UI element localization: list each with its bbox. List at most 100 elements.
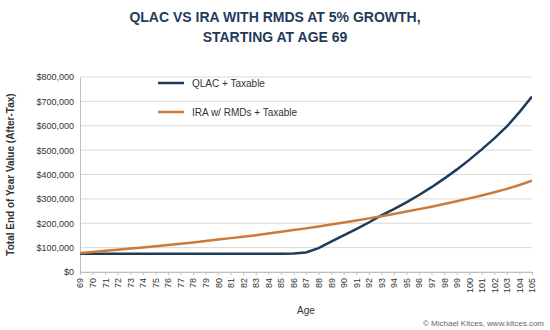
x-tick-mark <box>444 272 445 275</box>
y-tick: $700,000 <box>36 97 80 107</box>
x-tick-label: 74 <box>138 278 148 288</box>
annotation: © Michael Kitces, www.kitces.com <box>423 319 544 328</box>
grid-line <box>80 101 532 102</box>
x-tick-mark <box>331 272 332 275</box>
x-tick: 80 <box>213 272 223 288</box>
x-tick-mark <box>293 272 294 275</box>
series-line <box>80 181 532 253</box>
x-tick: 95 <box>402 272 412 288</box>
x-tick: 100 <box>465 272 475 293</box>
grid-line <box>80 223 532 224</box>
x-tick-label: 81 <box>226 278 236 288</box>
title: QLAC VS IRA WITH RMDS AT 5% GROWTH, <box>129 9 420 25</box>
x-tick-mark <box>118 272 119 275</box>
x-tick-label: 102 <box>490 278 500 293</box>
x-axis: 6970717273747576777879808182838485868788… <box>75 272 537 293</box>
x-tick-mark <box>193 272 194 275</box>
grid-line <box>80 150 532 151</box>
legend-label: IRA w/ RMDs + Taxable <box>192 107 298 118</box>
x-tick: 78 <box>188 272 198 288</box>
y-tick: $0 <box>64 267 80 277</box>
x-tick-mark <box>206 272 207 275</box>
x-tick-label: 85 <box>276 278 286 288</box>
title: STARTING AT AGE 69 <box>203 29 348 45</box>
grid <box>80 77 532 272</box>
x-tick-label: 89 <box>326 278 336 288</box>
x-tick-label: 87 <box>301 278 311 288</box>
x-tick-mark <box>469 272 470 275</box>
x-tick: 90 <box>339 272 349 288</box>
x-tick-mark <box>105 272 106 275</box>
x-tick-label: 91 <box>352 278 362 288</box>
x-tick: 102 <box>490 272 500 293</box>
x-tick-label: 80 <box>213 278 223 288</box>
x-tick-label: 98 <box>439 278 449 288</box>
legend-key <box>158 111 184 114</box>
x-tick-label: 86 <box>289 278 299 288</box>
x-tick-label: 95 <box>402 278 412 288</box>
x-tick: 103 <box>502 272 512 293</box>
x-tick-mark <box>519 272 520 275</box>
x-tick-mark <box>306 272 307 275</box>
x-tick: 73 <box>126 272 136 288</box>
x-tick: 94 <box>389 272 399 288</box>
x-tick: 105 <box>527 272 537 293</box>
y-tick-label: $800,000 <box>36 72 74 82</box>
x-tick: 98 <box>439 272 449 288</box>
x-axis-title: Age <box>297 305 315 316</box>
x-tick-mark <box>419 272 420 275</box>
x-tick-mark <box>432 272 433 275</box>
x-tick: 69 <box>75 272 85 288</box>
legend: QLAC + TaxableIRA w/ RMDs + Taxable <box>158 78 298 118</box>
x-tick-label: 78 <box>188 278 198 288</box>
x-tick-mark <box>268 272 269 275</box>
y-tick-label: $700,000 <box>36 97 74 107</box>
x-tick-label: 104 <box>515 278 525 293</box>
x-tick-label: 79 <box>201 278 211 288</box>
x-tick-mark <box>130 272 131 275</box>
x-tick: 72 <box>113 272 123 288</box>
x-tick-mark <box>507 272 508 275</box>
x-tick-label: 84 <box>264 278 274 288</box>
grid-line <box>80 174 532 175</box>
y-tick-label: $400,000 <box>36 170 74 180</box>
plot-area <box>80 97 532 254</box>
x-tick: 77 <box>176 272 186 288</box>
x-tick: 85 <box>276 272 286 288</box>
x-tick: 70 <box>88 272 98 288</box>
x-tick-mark <box>168 272 169 275</box>
y-tick: $100,000 <box>36 243 80 253</box>
x-tick-mark <box>180 272 181 275</box>
x-tick-label: 71 <box>100 278 110 288</box>
x-tick: 82 <box>239 272 249 288</box>
x-tick-mark <box>281 272 282 275</box>
x-tick: 86 <box>289 272 299 288</box>
x-tick: 81 <box>226 272 236 288</box>
x-tick-mark <box>394 272 395 275</box>
grid-line <box>80 125 532 126</box>
x-tick: 75 <box>151 272 161 288</box>
x-tick: 101 <box>477 272 487 293</box>
y-tick: $300,000 <box>36 194 80 204</box>
x-tick: 84 <box>264 272 274 288</box>
x-axis-line <box>81 273 533 276</box>
chart: QLAC VS IRA WITH RMDS AT 5% GROWTH, START… <box>0 0 550 330</box>
grid-line <box>80 77 532 78</box>
x-tick-mark <box>143 272 144 275</box>
x-tick-label: 94 <box>389 278 399 288</box>
x-tick-label: 88 <box>314 278 324 288</box>
series-line <box>80 97 532 254</box>
x-tick-label: 73 <box>126 278 136 288</box>
legend-key <box>158 82 184 85</box>
x-tick-label: 101 <box>477 278 487 293</box>
x-tick: 96 <box>414 272 424 288</box>
x-tick: 92 <box>364 272 374 288</box>
x-tick-mark <box>93 272 94 275</box>
y-tick: $500,000 <box>36 146 80 156</box>
x-tick-mark <box>218 272 219 275</box>
x-tick-label: 77 <box>176 278 186 288</box>
x-tick-mark <box>494 272 495 275</box>
x-tick-label: 69 <box>75 278 85 288</box>
x-tick-label: 105 <box>527 278 537 293</box>
x-tick: 83 <box>251 272 261 288</box>
